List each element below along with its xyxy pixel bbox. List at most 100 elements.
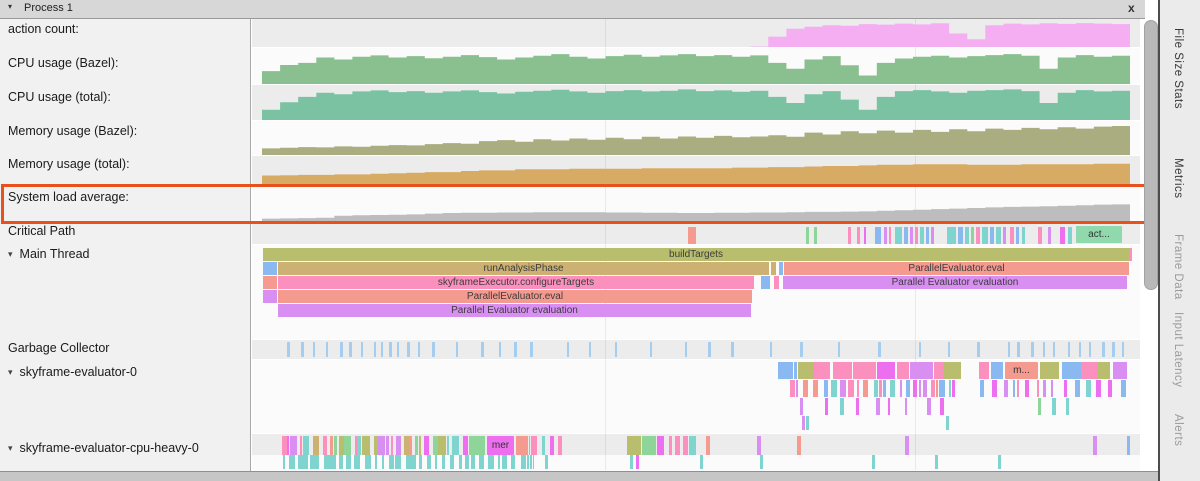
- trace-event[interactable]: [946, 416, 949, 430]
- trace-event[interactable]: [931, 227, 934, 244]
- trace-event[interactable]: [1017, 342, 1020, 357]
- trace-event[interactable]: [794, 362, 797, 379]
- trace-event[interactable]: [567, 342, 569, 357]
- flame-bar[interactable]: [761, 276, 770, 289]
- flame-bar[interactable]: buildTargets: [263, 248, 1129, 261]
- trace-event[interactable]: [346, 455, 351, 469]
- trace-event[interactable]: [298, 455, 304, 469]
- critical-path-event-badge[interactable]: act...: [1076, 226, 1122, 243]
- trace-event[interactable]: [1102, 342, 1105, 357]
- trace-event[interactable]: [857, 227, 860, 244]
- trace-event[interactable]: [1064, 380, 1067, 397]
- trace-event[interactable]: [465, 455, 469, 469]
- trace-event[interactable]: [910, 227, 913, 244]
- trace-event[interactable]: [1081, 362, 1097, 379]
- trace-event[interactable]: [382, 455, 384, 469]
- trace-event[interactable]: [304, 455, 308, 469]
- trace-event[interactable]: [516, 436, 528, 455]
- trace-event[interactable]: [378, 436, 385, 455]
- trace-event[interactable]: [833, 362, 852, 379]
- trace-event[interactable]: [857, 380, 859, 397]
- trace-event[interactable]: [874, 380, 878, 397]
- trace-event[interactable]: [971, 227, 974, 244]
- tab-metrics[interactable]: Metrics: [1172, 158, 1184, 199]
- flame-bar[interactable]: ParallelEvaluator.eval: [784, 262, 1129, 275]
- trace-event[interactable]: [471, 455, 475, 469]
- trace-event[interactable]: [977, 342, 980, 357]
- trace-event[interactable]: [1113, 362, 1127, 379]
- trace-event[interactable]: [890, 380, 895, 397]
- trace-event[interactable]: [875, 227, 881, 244]
- trace-event[interactable]: [1053, 342, 1055, 357]
- trace-event[interactable]: [770, 342, 772, 357]
- trace-event[interactable]: [657, 436, 664, 455]
- trace-event[interactable]: [639, 436, 641, 455]
- trace-event[interactable]: [864, 227, 866, 244]
- trace-event[interactable]: [650, 342, 652, 357]
- trace-event[interactable]: [530, 455, 532, 469]
- trace-event[interactable]: [1037, 380, 1039, 397]
- flame-bar[interactable]: [263, 276, 277, 289]
- trace-event[interactable]: [459, 455, 462, 469]
- trace-event[interactable]: [800, 398, 803, 415]
- trace-event[interactable]: [418, 342, 420, 357]
- trace-event[interactable]: [511, 455, 515, 469]
- trace-event[interactable]: [982, 227, 988, 244]
- trace-event[interactable]: [330, 455, 336, 469]
- trace-event[interactable]: [419, 455, 422, 469]
- trace-event[interactable]: [700, 455, 703, 469]
- trace-event[interactable]: [940, 398, 944, 415]
- trace-event[interactable]: [876, 398, 880, 415]
- trace-event[interactable]: [407, 342, 410, 357]
- trace-event[interactable]: [558, 436, 562, 455]
- flame-bar[interactable]: ParallelEvaluator.eval: [278, 290, 752, 303]
- trace-event[interactable]: [654, 436, 656, 455]
- trace-event[interactable]: [283, 455, 285, 469]
- trace-event[interactable]: [615, 342, 617, 357]
- trace-event[interactable]: [889, 227, 891, 244]
- trace-event[interactable]: [521, 455, 526, 469]
- trace-event[interactable]: [905, 436, 909, 455]
- trace-event[interactable]: [905, 398, 907, 415]
- trace-event[interactable]: [1040, 362, 1059, 379]
- trace-event[interactable]: [931, 380, 935, 397]
- trace-event[interactable]: [395, 455, 401, 469]
- trace-event[interactable]: [1068, 227, 1072, 244]
- trace-event[interactable]: [939, 380, 945, 397]
- trace-event[interactable]: [840, 380, 846, 397]
- flame-bar[interactable]: [771, 262, 776, 275]
- trace-event[interactable]: [355, 436, 357, 455]
- trace-event[interactable]: [481, 342, 484, 357]
- trace-event[interactable]: [282, 436, 287, 455]
- trace-event[interactable]: [979, 362, 989, 379]
- trace-event[interactable]: [303, 436, 309, 455]
- trace-event[interactable]: [803, 380, 808, 397]
- trace-event[interactable]: [313, 436, 319, 455]
- trace-event[interactable]: [1093, 436, 1097, 455]
- evaluator0-event-badge[interactable]: m...: [1005, 362, 1038, 379]
- trace-event[interactable]: [314, 455, 319, 469]
- trace-event[interactable]: [831, 380, 837, 397]
- trace-event[interactable]: [427, 455, 431, 469]
- trace-event[interactable]: [853, 362, 876, 379]
- flame-bar[interactable]: skyframeExecutor.configureTargets: [278, 276, 754, 289]
- trace-event[interactable]: [1062, 362, 1081, 379]
- trace-event[interactable]: [362, 436, 370, 455]
- trace-event[interactable]: [906, 380, 910, 397]
- trace-event[interactable]: [944, 362, 961, 379]
- trace-event[interactable]: [1048, 227, 1051, 244]
- flame-bar[interactable]: Parallel Evaluator evaluation: [783, 276, 1127, 289]
- close-icon[interactable]: x: [1128, 1, 1135, 15]
- trace-event[interactable]: [904, 227, 908, 244]
- trace-event[interactable]: [419, 436, 421, 455]
- trace-event[interactable]: [589, 342, 591, 357]
- trace-event[interactable]: [404, 436, 409, 455]
- trace-event[interactable]: [926, 227, 929, 244]
- trace-event[interactable]: [396, 436, 401, 455]
- trace-event[interactable]: [897, 362, 909, 379]
- trace-event[interactable]: [856, 398, 859, 415]
- trace-event[interactable]: [840, 398, 844, 415]
- trace-event[interactable]: [996, 227, 1001, 244]
- trace-event[interactable]: [675, 436, 680, 455]
- trace-event[interactable]: [879, 380, 882, 397]
